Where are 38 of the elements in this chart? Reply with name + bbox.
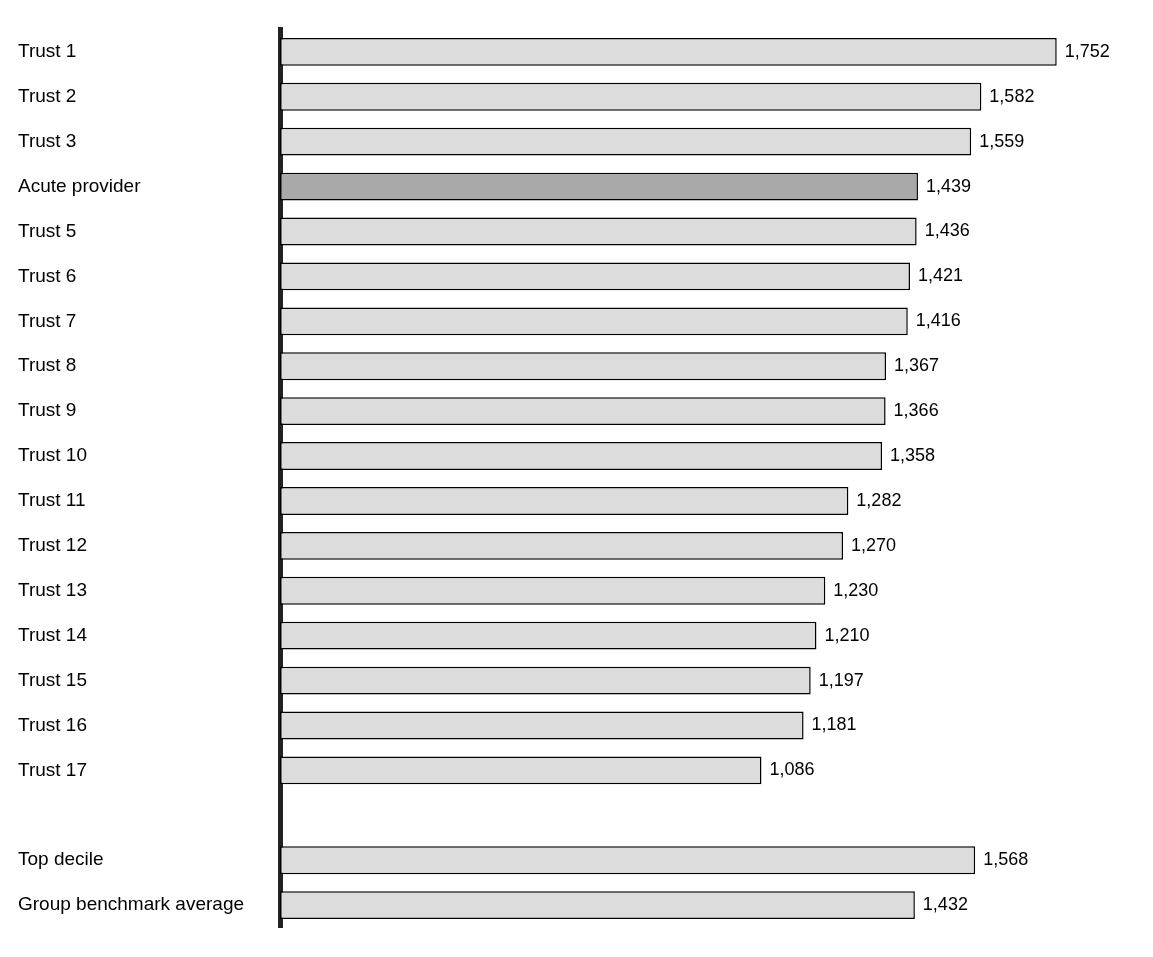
data-label: 1,197 [818, 669, 864, 690]
y-tick-label: Trust 14 [18, 623, 88, 645]
y-tick-label: Trust 2 [18, 85, 77, 106]
y-tick-label: Trust 13 [18, 579, 87, 601]
y-tick-label: Trust 16 [18, 713, 87, 735]
y-tick-label: Trust 10 [18, 444, 87, 466]
data-label: 1,559 [979, 130, 1025, 151]
y-tick-label: Trust 7 [18, 309, 77, 331]
data-label: 1,367 [894, 355, 940, 376]
data-label: 1,439 [925, 175, 972, 196]
data-label: 1,230 [833, 579, 879, 600]
data-label: 1,752 [1064, 40, 1110, 61]
data-label: 1,568 [983, 849, 1029, 870]
y-tick-label: Top decile [18, 848, 104, 870]
data-label: 1,366 [893, 400, 939, 421]
y-tick-label: Trust 11 [18, 489, 86, 511]
y-tick-label: Trust 12 [18, 534, 87, 556]
y-tick-label: Trust 1 [18, 40, 77, 62]
data-label: 1,086 [769, 759, 815, 780]
data-label: 1,421 [917, 265, 964, 286]
y-tick-label: Acute provider [18, 174, 142, 196]
data-label: 1,181 [811, 714, 857, 735]
data-label: 1,416 [915, 310, 961, 331]
y-tick-label: Trust 5 [18, 219, 77, 241]
data-label: 1,358 [890, 445, 936, 466]
data-label: 1,210 [824, 624, 870, 645]
data-label: 1,582 [989, 85, 1035, 106]
y-tick-label: Trust 9 [18, 399, 77, 421]
data-label: 1,282 [856, 489, 902, 510]
y-tick-label: Group benchmark average [18, 893, 245, 915]
y-tick-label: Trust 15 [18, 668, 87, 690]
y-tick-label: Trust 17 [18, 758, 87, 780]
data-label: 1,432 [922, 894, 968, 915]
y-tick-label: Trust 6 [18, 264, 77, 286]
data-label: 1,270 [851, 534, 897, 555]
y-tick-label: Trust 3 [18, 129, 77, 151]
data-label: 1,436 [924, 220, 970, 241]
y-tick-label: Trust 8 [18, 354, 77, 376]
